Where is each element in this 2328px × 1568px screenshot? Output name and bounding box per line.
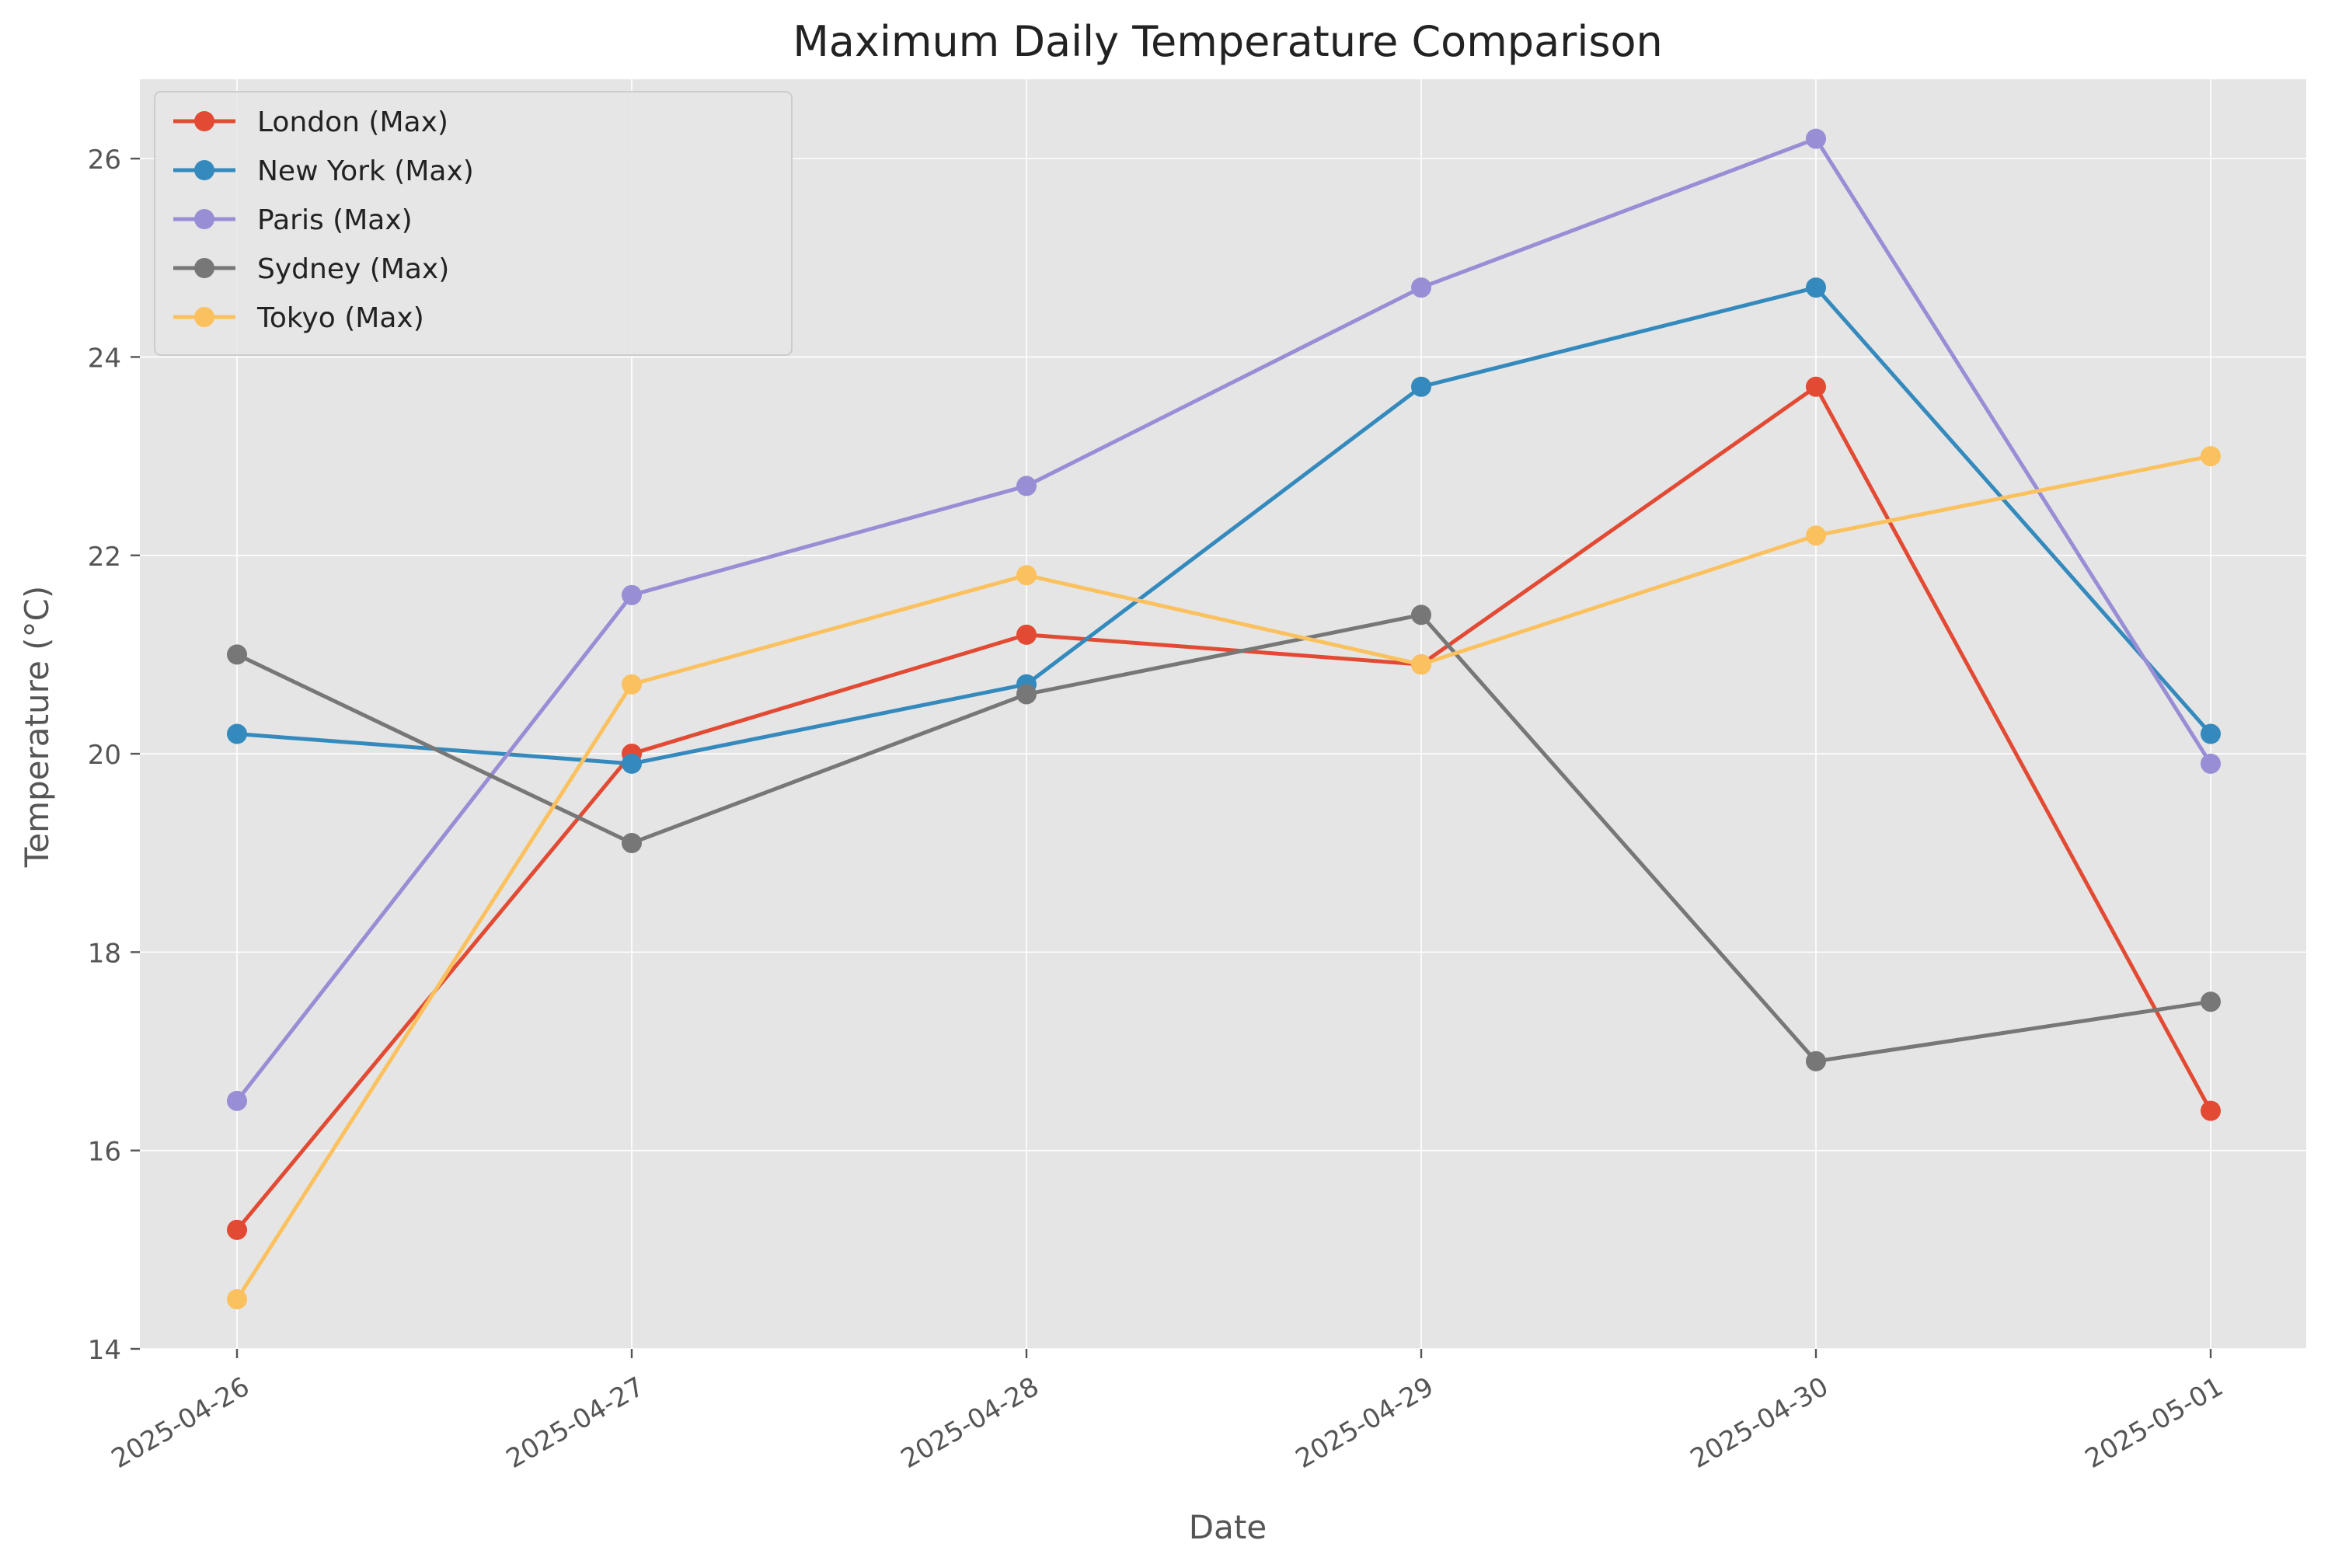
legend-entry-0: London (Max) [173, 106, 448, 138]
data-point [1016, 624, 1037, 645]
legend-label: Paris (Max) [257, 204, 413, 236]
y-tick-label: 22 [88, 542, 121, 573]
data-point [1806, 128, 1826, 149]
legend-marker [194, 258, 214, 278]
series-layer [227, 128, 2221, 1310]
legend-marker [194, 111, 214, 131]
legend-entry-2: Paris (Max) [173, 204, 413, 236]
data-point [622, 832, 642, 853]
legend-entry-1: New York (Max) [173, 155, 474, 187]
data-point [227, 1219, 247, 1240]
data-point [1411, 605, 1431, 625]
legend-marker [194, 209, 214, 229]
series-line [235, 285, 2213, 766]
data-point [1016, 684, 1037, 705]
legend-label: London (Max) [257, 106, 448, 138]
legend-entry-4: Tokyo (Max) [173, 302, 424, 334]
legend-label: Tokyo (Max) [256, 302, 424, 334]
data-point [227, 723, 247, 744]
legend-box [154, 91, 793, 356]
data-point [1411, 376, 1431, 397]
y-tick-label: 16 [88, 1137, 121, 1168]
y-axis-label: Temperature (°C) [18, 586, 56, 869]
chart-title: Maximum Daily Temperature Comparison [793, 17, 1663, 66]
data-point [1016, 476, 1037, 497]
y-tick-label: 24 [88, 343, 121, 374]
data-point [1806, 1051, 1826, 1071]
data-point [1806, 376, 1826, 397]
data-point [622, 674, 642, 695]
data-point [2201, 753, 2221, 774]
y-tick-label: 18 [88, 938, 121, 969]
y-tick-label: 20 [88, 740, 121, 771]
legend: London (Max) New York (Max) Paris (Max) Syd… [154, 91, 793, 356]
legend-label: New York (Max) [257, 155, 474, 187]
x-axis-label: Date [1189, 1508, 1267, 1546]
y-tick-label: 26 [88, 145, 121, 176]
data-point [1806, 277, 1826, 298]
legend-label: Sydney (Max) [257, 253, 449, 285]
data-point [622, 753, 642, 774]
data-point [227, 1090, 247, 1111]
series-line [235, 137, 2213, 1103]
series-line [235, 454, 2213, 1301]
series-4 [227, 446, 2221, 1310]
series-line [235, 385, 2213, 1232]
series-3 [227, 605, 2221, 1071]
data-point [2201, 1100, 2221, 1121]
grid-lines [140, 79, 2306, 1350]
series-2 [227, 128, 2221, 1111]
data-point [1016, 565, 1037, 586]
data-point [227, 644, 247, 665]
data-point [1806, 525, 1826, 546]
data-point [622, 584, 642, 605]
data-point [1411, 654, 1431, 675]
data-point [2201, 991, 2221, 1012]
series-line [235, 612, 2213, 1064]
legend-marker [194, 307, 214, 327]
data-point [227, 1289, 247, 1310]
y-tick-label: 14 [88, 1335, 121, 1366]
data-point [2201, 446, 2221, 467]
data-point [2201, 723, 2221, 744]
legend-marker [194, 160, 214, 180]
data-point [1411, 277, 1431, 298]
legend-entry-3: Sydney (Max) [173, 253, 449, 285]
